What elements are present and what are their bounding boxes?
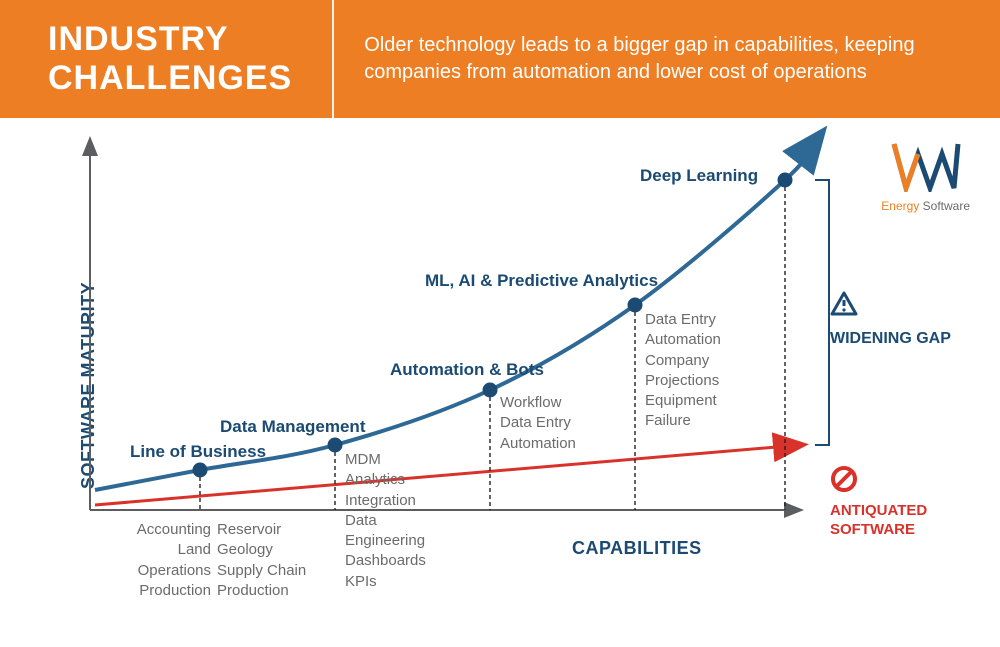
chart-detail-block: WorkflowData EntryAutomation (500, 393, 576, 454)
antiquated-callout: ANTIQUATED SOFTWARE (830, 465, 970, 540)
warning-icon (830, 290, 858, 318)
chart-detail-block: Data EntryAutomationCompanyProjectionsEq… (645, 310, 721, 432)
chart-detail-block: AccountingLandOperationsProduction (96, 520, 211, 601)
header-subtitle: Older technology leads to a bigger gap i… (364, 32, 960, 86)
header: INDUSTRYCHALLENGES Older technology lead… (0, 0, 1000, 118)
header-right: Older technology leads to a bigger gap i… (334, 0, 1000, 118)
chart-point-label: Automation & Bots (390, 360, 544, 380)
x-axis-label: CAPABILITIES (572, 538, 702, 559)
prohibited-slash (837, 472, 852, 487)
logo-sub-1: Energy (881, 199, 919, 213)
prohibited-icon (830, 465, 858, 493)
logo-subtitle: Energy Software (881, 199, 970, 213)
logo-w-icon (890, 140, 962, 192)
widening-gap-label: WIDENING GAP (830, 329, 970, 349)
header-left: INDUSTRYCHALLENGES (0, 0, 334, 118)
brand-logo: Energy Software (881, 140, 970, 213)
chart-point-label: Data Management (220, 417, 365, 437)
header-title: INDUSTRYCHALLENGES (48, 20, 292, 98)
chart-point-label: Deep Learning (640, 166, 758, 186)
warning-dot (842, 308, 845, 311)
chart-detail-block: ReservoirGeologySupply ChainProduction (217, 520, 306, 601)
chart-point-label: ML, AI & Predictive Analytics (425, 271, 658, 291)
logo-sub-2: Software (923, 199, 970, 213)
widening-gap-callout: WIDENING GAP (830, 290, 970, 349)
chart-detail-block: MDMAnalyticsIntegrationDataEngineeringDa… (345, 450, 426, 592)
antiquated-label: ANTIQUATED SOFTWARE (830, 502, 970, 540)
maturity-chart: SOFTWARE MATURITY Line of BusinessData M… (60, 140, 800, 520)
chart-point-label: Line of Business (130, 442, 266, 462)
